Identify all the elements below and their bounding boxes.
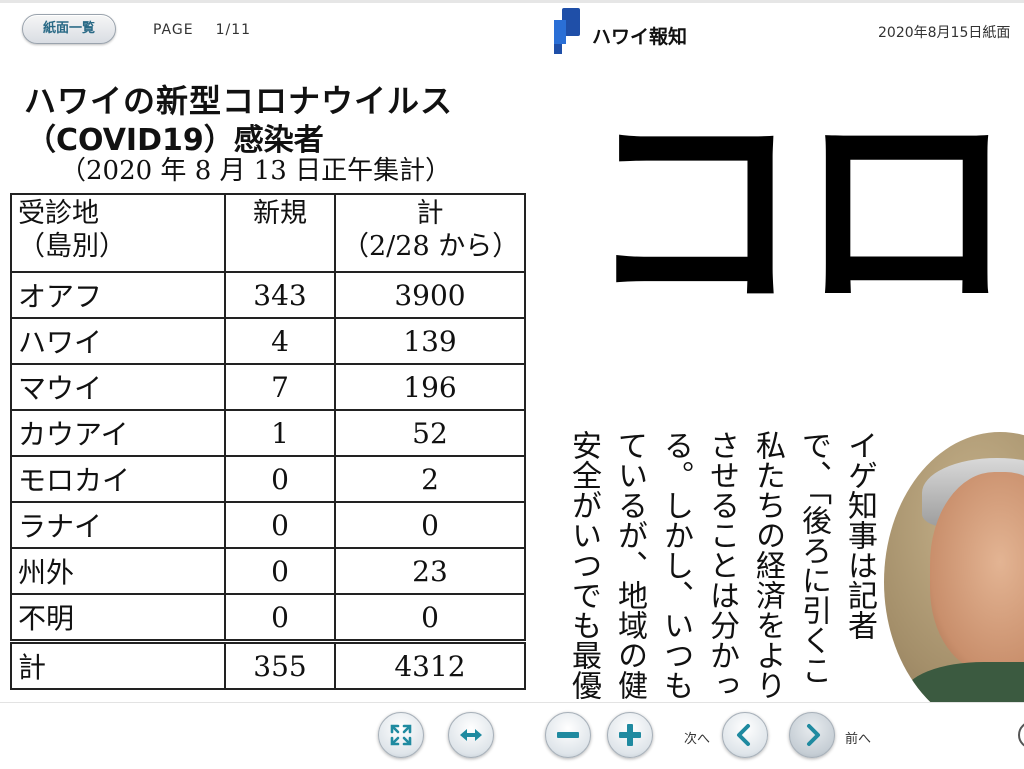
next-page-label[interactable]: 前へ: [845, 732, 872, 747]
table-row: 州外 0 23: [10, 547, 526, 595]
page-indicator: PAGE 1/11: [153, 22, 251, 38]
newspaper-page[interactable]: ハワイの新型コロナウイルス （COVID19）感染者 （2020 年 8 月 1…: [0, 60, 1024, 702]
cell-new: 0: [224, 455, 336, 503]
cell-total: 139: [334, 317, 526, 365]
cell-new: 0: [224, 501, 336, 549]
total-new: 355: [224, 639, 336, 690]
cell-region: ハワイ: [10, 317, 226, 365]
cell-region: ラナイ: [10, 501, 226, 549]
top-header-bar: 紙面一覧 PAGE 1/11 ハワイ報知 2020年8月15日紙面: [0, 0, 1024, 60]
cell-total: 52: [334, 409, 526, 457]
chevron-right-icon: [807, 724, 820, 746]
cell-region: マウイ: [10, 363, 226, 411]
brand-logo[interactable]: ハワイ報知: [552, 8, 702, 56]
fit-width-icon: [460, 729, 482, 741]
fit-width-button[interactable]: [448, 712, 494, 758]
table-row: カウアイ 1 52: [10, 409, 526, 457]
table-row: モロカイ 0 2: [10, 455, 526, 503]
fit-screen-icon: [390, 724, 412, 746]
brand-logo-icon: [554, 8, 580, 54]
brand-name: ハワイ報知: [592, 26, 688, 48]
next-page-button[interactable]: [789, 712, 835, 758]
page-number: 1/11: [215, 22, 252, 38]
total-label: 計: [10, 639, 226, 690]
table-row: オアフ 343 3900: [10, 271, 526, 319]
prev-page-label[interactable]: 次へ: [684, 732, 711, 747]
cell-new: 1: [224, 409, 336, 457]
cell-region: 不明: [10, 593, 226, 643]
page-list-button[interactable]: 紙面一覧: [22, 14, 116, 44]
prev-page-button[interactable]: [722, 712, 768, 758]
bottom-toolbar: 次へ 前へ: [0, 702, 1024, 769]
article-body: イゲ知事は記者 で、「後ろに引くこ 私たちの経済をより させることは分かっ る。…: [560, 430, 882, 702]
cell-region: 州外: [10, 547, 226, 595]
covid-stats-table: 受診地 （島別） 新規 計（2/28 から） オアフ 343 3900 ハワイ 4…: [10, 193, 526, 690]
cell-region: カウアイ: [10, 409, 226, 457]
body-column: で、「後ろに引くこ: [796, 430, 831, 685]
photo-shirt: [904, 662, 1024, 702]
edge-menu-button[interactable]: [1018, 721, 1024, 749]
body-column: ているが、地域の健: [612, 430, 647, 700]
top-divider: [0, 0, 1024, 3]
table-row: ハワイ 4 139: [10, 317, 526, 365]
table-title: ハワイの新型コロナウイルス: [24, 82, 454, 120]
cell-new: 7: [224, 363, 336, 411]
body-column: させることは分かっ: [704, 430, 739, 700]
body-column: イゲ知事は記者: [842, 430, 877, 640]
chevron-left-icon: [737, 724, 750, 746]
issue-date: 2020年8月15日紙面: [878, 25, 1011, 41]
total-total: 4312: [334, 639, 526, 690]
zoom-in-button[interactable]: [607, 712, 653, 758]
plus-icon: [619, 724, 641, 746]
page-label: PAGE: [153, 22, 194, 38]
table-row: 不明 0 0: [10, 593, 526, 643]
cell-new: 4: [224, 317, 336, 365]
header-new: 新規: [224, 193, 336, 273]
header-total: 計（2/28 から）: [334, 193, 526, 273]
minus-icon: [557, 732, 579, 738]
cell-total: 2: [334, 455, 526, 503]
governor-photo: [884, 432, 1024, 702]
body-column: 安全がいつでも最優: [566, 430, 601, 700]
fit-screen-button[interactable]: [378, 712, 424, 758]
article-headline: コロナ: [585, 87, 1024, 340]
table-subtitle: （COVID19）感染者: [26, 123, 324, 158]
cell-total: 196: [334, 363, 526, 411]
photo-face: [930, 472, 1024, 672]
table-total-row: 計 355 4312: [10, 639, 526, 690]
cell-new: 343: [224, 271, 336, 319]
cell-new: 0: [224, 593, 336, 643]
cell-region: オアフ: [10, 271, 226, 319]
cell-total: 23: [334, 547, 526, 595]
cell-total: 0: [334, 593, 526, 643]
header-region: 受診地 （島別）: [10, 193, 226, 273]
body-column: 私たちの経済をより: [750, 430, 785, 700]
table-row: ラナイ 0 0: [10, 501, 526, 549]
table-row: マウイ 7 196: [10, 363, 526, 411]
cell-total: 0: [334, 501, 526, 549]
cell-new: 0: [224, 547, 336, 595]
cell-total: 3900: [334, 271, 526, 319]
cell-region: モロカイ: [10, 455, 226, 503]
table-date-note: （2020 年 8 月 13 日正午集計）: [60, 156, 452, 186]
table-header-row: 受診地 （島別） 新規 計（2/28 から）: [10, 193, 526, 273]
body-column: る。しかし、いつも: [658, 430, 693, 700]
zoom-out-button[interactable]: [545, 712, 591, 758]
